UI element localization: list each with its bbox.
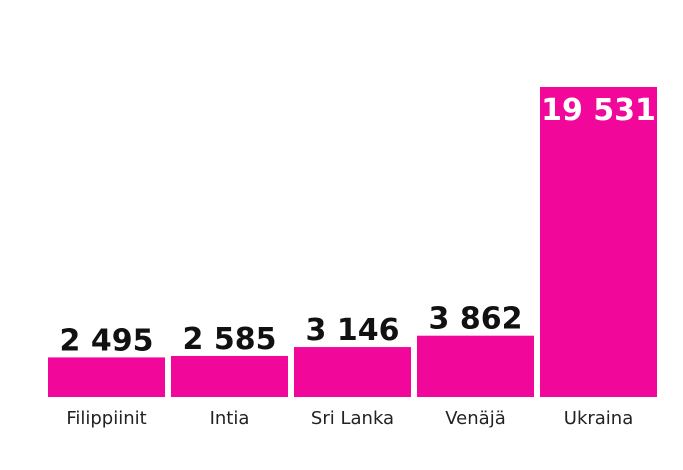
category-label-intia: Intia xyxy=(210,408,250,429)
category-label-filippiinit: Filippiinit xyxy=(66,408,146,429)
bar-ukraina xyxy=(540,87,657,397)
value-label-intia: 2 585 xyxy=(183,322,277,357)
value-label-sri-lanka: 3 146 xyxy=(306,313,400,348)
value-label-filippiinit: 2 495 xyxy=(60,323,154,358)
category-label-ukraina: Ukraina xyxy=(564,408,633,429)
bar-filippiinit xyxy=(48,357,165,397)
bar-venaja xyxy=(417,335,534,397)
value-label-venaja: 3 862 xyxy=(429,302,523,337)
bar-intia xyxy=(171,355,288,397)
category-label-venaja: Venäjä xyxy=(445,408,505,429)
value-label-ukraina: 19 531 xyxy=(541,93,656,128)
category-label-sri-lanka: Sri Lanka xyxy=(311,408,394,429)
bar-sri-lanka xyxy=(294,347,411,397)
